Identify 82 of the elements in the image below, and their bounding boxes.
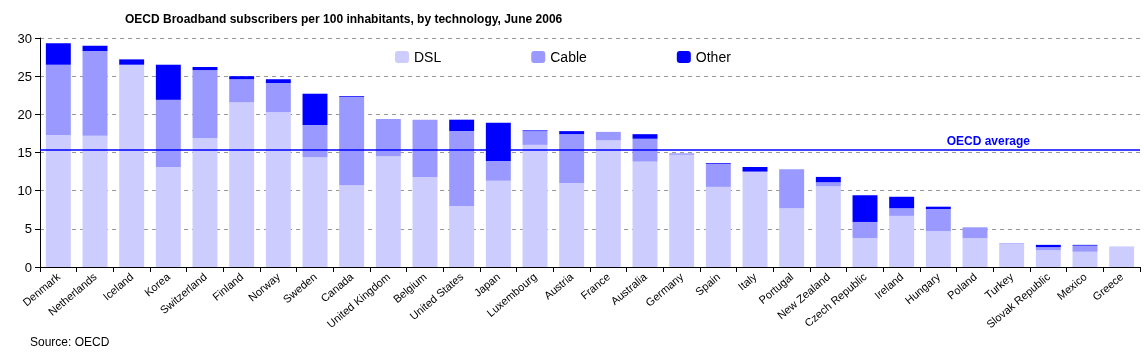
bar bbox=[815, 186, 841, 267]
bar bbox=[45, 134, 71, 267]
bar bbox=[412, 119, 438, 177]
bar bbox=[889, 208, 915, 216]
bar bbox=[412, 176, 438, 267]
bar bbox=[82, 135, 108, 267]
bar bbox=[1109, 246, 1135, 267]
y-tick-label: 10 bbox=[17, 183, 32, 199]
y-tick-label: 15 bbox=[17, 145, 32, 160]
bar bbox=[632, 161, 658, 267]
bar bbox=[302, 157, 328, 267]
source-note: Source: OECD bbox=[30, 335, 110, 349]
y-tick-label: 0 bbox=[24, 259, 32, 275]
bar bbox=[999, 244, 1025, 267]
bar bbox=[1072, 251, 1098, 267]
bar bbox=[962, 237, 988, 267]
bar bbox=[925, 231, 951, 267]
legend-label: Other bbox=[695, 49, 732, 65]
bar bbox=[45, 43, 71, 65]
bar bbox=[1035, 250, 1061, 267]
bar bbox=[339, 185, 365, 267]
bar bbox=[302, 93, 328, 126]
bar bbox=[522, 144, 548, 267]
bar bbox=[559, 131, 585, 135]
bar bbox=[119, 59, 145, 65]
bar bbox=[229, 76, 255, 80]
bar bbox=[559, 183, 585, 267]
bar bbox=[192, 67, 218, 71]
bar bbox=[229, 102, 255, 267]
bar bbox=[705, 163, 731, 187]
bar bbox=[449, 131, 475, 206]
bar bbox=[119, 64, 145, 267]
bar bbox=[302, 125, 328, 158]
bar bbox=[925, 208, 951, 232]
bar bbox=[265, 79, 291, 84]
bar bbox=[815, 176, 841, 183]
bar bbox=[265, 112, 291, 267]
bar bbox=[669, 154, 695, 267]
bar bbox=[595, 131, 621, 141]
bar bbox=[852, 221, 878, 238]
y-tick-label: 5 bbox=[24, 221, 32, 237]
legend-label: Cable bbox=[550, 49, 588, 65]
bar bbox=[485, 180, 511, 267]
y-tick-label: 30 bbox=[17, 30, 32, 46]
bar bbox=[449, 205, 475, 267]
bar bbox=[779, 208, 805, 267]
bar bbox=[705, 186, 731, 267]
bar bbox=[742, 171, 768, 267]
bar bbox=[889, 196, 915, 209]
y-tick-label: 20 bbox=[17, 106, 32, 122]
bar bbox=[595, 140, 621, 267]
bar bbox=[1072, 245, 1098, 252]
bar bbox=[522, 131, 548, 145]
bar bbox=[889, 215, 915, 267]
bar bbox=[339, 96, 365, 186]
bar bbox=[82, 50, 108, 136]
bar bbox=[155, 64, 181, 100]
chart-title: OECD Broadband subscribers per 100 inhabitants, by technology, June 2006 bbox=[125, 12, 563, 26]
bar bbox=[192, 138, 218, 267]
bar bbox=[852, 237, 878, 267]
bar bbox=[229, 79, 255, 103]
y-tick-label: 25 bbox=[17, 68, 32, 84]
legend-label: DSL bbox=[414, 49, 442, 65]
bar bbox=[815, 182, 841, 187]
x-tick-label: Italy bbox=[735, 270, 760, 293]
bar bbox=[375, 118, 401, 157]
bar bbox=[265, 83, 291, 113]
bar bbox=[155, 99, 181, 167]
bar bbox=[155, 167, 181, 267]
bar bbox=[742, 167, 768, 172]
bar bbox=[45, 64, 71, 135]
bar bbox=[559, 134, 585, 184]
bar bbox=[962, 227, 988, 238]
bar bbox=[82, 45, 108, 51]
bar bbox=[852, 195, 878, 222]
bar bbox=[485, 160, 511, 181]
bar bbox=[449, 119, 475, 132]
ref-line-label: OECD average bbox=[946, 134, 1031, 149]
bar bbox=[375, 156, 401, 267]
bar bbox=[632, 134, 658, 139]
bar bbox=[779, 169, 805, 209]
bar bbox=[192, 70, 218, 138]
